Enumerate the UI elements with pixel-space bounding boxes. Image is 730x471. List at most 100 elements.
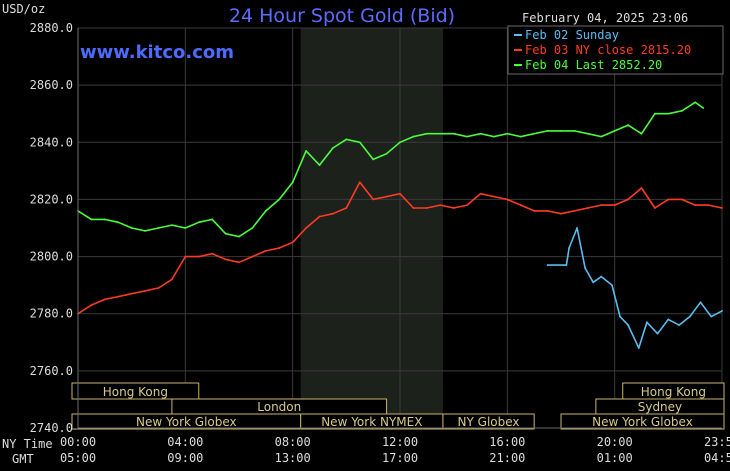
data-point (600, 135, 603, 138)
data-point (533, 132, 536, 135)
data-point (103, 298, 106, 301)
legend-box (507, 25, 724, 75)
data-point (573, 129, 576, 132)
market-label: London (257, 400, 301, 414)
data-point (171, 278, 173, 281)
data-point (627, 324, 629, 327)
data-point (264, 249, 267, 252)
nymex-session-highlight (300, 28, 443, 428)
data-point (680, 109, 683, 112)
x-tick-label-gmt: 13:00 (275, 451, 311, 465)
data-point (699, 301, 702, 304)
y-tick-label: 2840.0 (30, 135, 73, 149)
data-point (130, 227, 133, 229)
y-tick-label: 2800.0 (30, 250, 73, 264)
market-label: Hong Kong (103, 385, 168, 399)
data-point (627, 124, 629, 127)
data-point (721, 207, 723, 209)
data-point (372, 198, 375, 201)
x-tick-label-gmt: 01:00 (597, 451, 633, 465)
y-tick-label: 2780.0 (30, 307, 73, 321)
market-label: Hong Kong (641, 385, 706, 399)
data-point (144, 289, 146, 292)
data-point (385, 152, 388, 155)
data-point (130, 292, 133, 295)
data-point (586, 132, 589, 135)
y-tick-label: 2860.0 (30, 78, 73, 92)
data-point (678, 324, 680, 327)
data-point (466, 135, 468, 138)
data-point (452, 207, 455, 209)
data-point (452, 132, 455, 135)
data-point (627, 198, 629, 201)
data-point (493, 135, 495, 138)
data-point (399, 192, 401, 195)
data-point (318, 164, 321, 167)
data-point (546, 209, 549, 212)
data-point (157, 287, 160, 289)
data-point (667, 198, 670, 201)
data-point (613, 129, 616, 132)
data-point (586, 207, 589, 209)
data-point (479, 132, 482, 135)
series-lines (77, 101, 723, 349)
legend-label-feb03: Feb 03 NY close 2815.20 (525, 43, 691, 57)
data-point (90, 218, 93, 221)
site-watermark: www.kitco.com (80, 42, 234, 63)
data-point (533, 209, 536, 212)
x-tick-label-gmt: 09:00 (167, 451, 203, 465)
data-point (600, 204, 603, 207)
x-tick-label-ny: 20:00 (597, 435, 633, 449)
data-point (224, 232, 227, 235)
y-tick-label: 2820.0 (30, 192, 73, 206)
data-point (358, 181, 361, 184)
data-point (645, 321, 648, 324)
data-point (506, 132, 509, 135)
x-tick-label-ny: 23:59 (704, 435, 730, 449)
data-point (291, 181, 294, 184)
axes: 2740.0 2760.0 2780.0 2800.0 2820.0 2840.0 2860… (30, 21, 730, 465)
data-point (144, 229, 146, 232)
market-label: New York Globex (136, 415, 237, 429)
data-point (211, 252, 214, 255)
data-point (439, 132, 442, 135)
chart-title: 24 Hour Spot Gold (Bid) (229, 5, 455, 27)
x-tick-label-gmt: 05:00 (60, 451, 96, 465)
gmt-row-label: GMT (12, 452, 34, 466)
data-point (546, 129, 549, 132)
data-point (171, 224, 173, 227)
x-tick-label-ny: 04:00 (167, 435, 203, 449)
data-point (318, 215, 321, 218)
data-point (425, 207, 428, 209)
y-tick-label: 2760.0 (30, 364, 73, 378)
legend-label-feb02: Feb 02 Sunday (525, 28, 619, 42)
data-point (702, 107, 705, 109)
data-point (546, 264, 549, 267)
data-point (613, 204, 616, 207)
data-point (656, 332, 659, 335)
data-point (707, 204, 710, 207)
x-tick-label-ny: 00:00 (60, 435, 96, 449)
data-point (157, 227, 160, 229)
data-point (224, 258, 227, 261)
data-point (291, 241, 294, 244)
market-box (442, 413, 535, 430)
data-point (197, 255, 200, 258)
data-point (688, 315, 691, 318)
data-point (654, 112, 656, 115)
data-point (619, 315, 621, 318)
market-box (560, 413, 725, 430)
data-point (278, 198, 281, 201)
data-point (506, 198, 509, 201)
data-point (184, 227, 187, 229)
x-tick-label-gmt: 04:59 (704, 451, 730, 465)
data-point (238, 235, 240, 238)
y-tick-label: 2740.0 (30, 421, 73, 435)
data-point (565, 264, 568, 267)
data-point (278, 247, 281, 249)
ny-time-row-label: NY Time (2, 437, 53, 451)
data-point (640, 132, 643, 135)
market-label: NY Globex (458, 415, 520, 429)
legend: February 04, 2025 23:06 Feb 02 Sunday Fe… (507, 11, 724, 75)
